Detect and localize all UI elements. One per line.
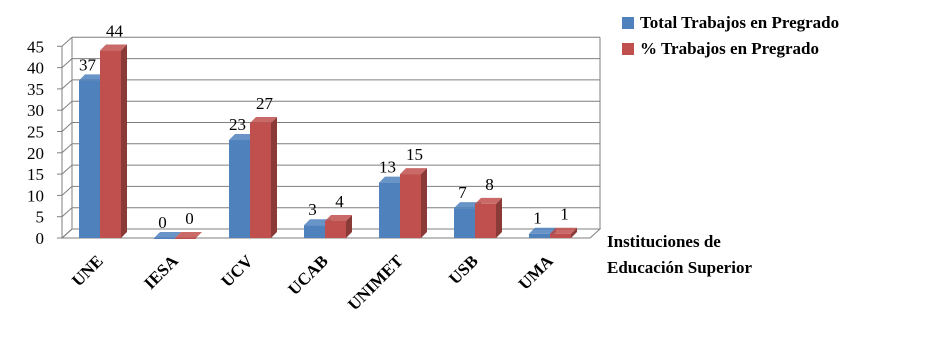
x-tick-label: UCV (217, 251, 257, 291)
gridline-depth (61, 186, 73, 196)
legend-item-total: Total Trabajos en Pregrado (622, 10, 839, 36)
bar-top (529, 227, 556, 234)
y-tick-label: 10 (27, 186, 44, 205)
legend-label-total: Total Trabajos en Pregrado (640, 13, 840, 32)
y-tick-label: 45 (27, 37, 44, 56)
legend-label-percent: % Trabajos en Pregrado (640, 39, 819, 58)
bar-side (571, 227, 577, 238)
bar-top (550, 227, 577, 234)
bar-top (379, 176, 406, 183)
data-label-percent: 0 (185, 209, 194, 228)
bar-top (304, 219, 331, 226)
x-axis-title-line1: Instituciones de (607, 232, 721, 251)
gridline-depth (61, 58, 73, 68)
legend: Total Trabajos en Pregrado % Trabajos en… (622, 10, 839, 62)
data-label-total: 23 (229, 115, 246, 134)
y-tick-label: 35 (27, 80, 44, 99)
bar-side (121, 44, 127, 239)
axes (57, 45, 602, 239)
gridline-depth (61, 164, 73, 175)
data-label-total: 37 (79, 55, 97, 74)
data-label-total: 7 (458, 183, 467, 202)
gridline-depth (61, 36, 73, 47)
bar-front-total (379, 182, 400, 238)
bar-top (250, 116, 277, 123)
bar-top (79, 74, 106, 81)
bar-top (454, 202, 481, 209)
gridline-depth (61, 79, 73, 90)
legend-swatch-percent (622, 43, 634, 55)
y-tick-label: 15 (27, 165, 44, 184)
gridlines (61, 36, 601, 239)
bar-front-percent (175, 238, 196, 239)
data-label-percent: 8 (485, 175, 494, 194)
bar-front-total (529, 233, 550, 238)
data-label-percent: 4 (335, 192, 344, 211)
gridline-depth (61, 143, 73, 154)
data-label-percent: 1 (560, 205, 569, 224)
bar-top (400, 168, 427, 175)
bar-side (421, 168, 427, 238)
data-label-total: 0 (158, 213, 167, 232)
data-label-total: 3 (308, 200, 317, 219)
bar-front-percent (475, 203, 496, 238)
bar-top (475, 197, 502, 204)
bar-front-percent (325, 220, 346, 238)
gridline-depth (61, 207, 73, 218)
y-tick-label: 5 (36, 208, 45, 227)
bar-top (229, 134, 256, 141)
data-label-total: 13 (379, 158, 396, 177)
x-tick-label: UNIMET (344, 251, 407, 314)
bar-top (175, 232, 202, 238)
bar-front-percent (400, 174, 421, 238)
bar-front-total (229, 140, 250, 238)
bar-top (100, 44, 127, 51)
y-tick-label: 25 (27, 123, 44, 142)
bar-top (154, 232, 181, 238)
legend-item-percent: % Trabajos en Pregrado (622, 36, 839, 62)
x-tick-label: USB (445, 251, 482, 288)
data-label-percent: 27 (256, 94, 274, 113)
bar-front-total (154, 238, 175, 239)
bars (79, 44, 577, 239)
y-tick-label: 0 (36, 229, 45, 248)
bar-front-percent (100, 50, 121, 239)
x-tick-label: UMA (515, 251, 558, 294)
gridline-depth (61, 100, 73, 111)
x-tick-label: UNE (68, 251, 107, 290)
data-label-percent: 15 (406, 145, 423, 164)
x-axis-title: Instituciones de Educación Superior (607, 229, 752, 281)
bar-front-total (304, 225, 325, 238)
y-tick-label: 30 (27, 101, 44, 120)
legend-swatch-total (622, 17, 634, 29)
bar-front-percent (550, 233, 571, 238)
x-tick-label: IESA (140, 251, 182, 293)
bar-side (346, 214, 352, 238)
gridline-depth (61, 122, 73, 132)
x-axis-title-line2: Educación Superior (607, 258, 752, 277)
bar-front-total (79, 80, 100, 238)
x-tick-label: UCAB (284, 251, 331, 298)
y-tick-label: 40 (27, 59, 44, 78)
bar-front-percent (250, 122, 271, 238)
bar-front-total (454, 208, 475, 238)
y-tick-label: 20 (27, 144, 44, 163)
bar-side (496, 197, 502, 238)
bar-top (325, 214, 352, 221)
data-label-percent: 44 (106, 22, 124, 41)
data-label-total: 1 (533, 209, 542, 228)
bar-side (271, 116, 277, 238)
